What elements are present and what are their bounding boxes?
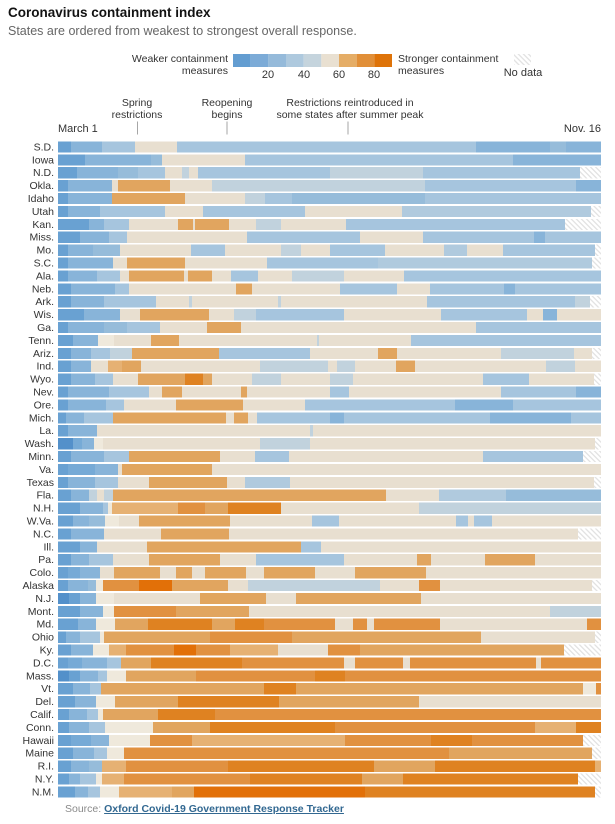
svg-text:Wash.: Wash. xyxy=(25,438,54,450)
svg-text:D.C.: D.C. xyxy=(33,657,54,669)
svg-text:La.: La. xyxy=(39,425,54,437)
svg-text:Va.: Va. xyxy=(39,464,54,476)
svg-text:Utah: Utah xyxy=(32,206,54,218)
svg-text:Del.: Del. xyxy=(35,696,54,708)
svg-text:Mich.: Mich. xyxy=(29,412,54,424)
svg-text:Pa.: Pa. xyxy=(38,554,54,566)
svg-text:Ala.: Ala. xyxy=(36,270,54,282)
svg-text:Ga.: Ga. xyxy=(37,322,54,334)
svg-text:Fla.: Fla. xyxy=(36,490,54,502)
svg-text:Wyo.: Wyo. xyxy=(30,374,54,386)
svg-text:Okla.: Okla. xyxy=(29,180,54,192)
svg-text:Neb.: Neb. xyxy=(32,283,54,295)
svg-text:Alaska: Alaska xyxy=(22,580,54,592)
svg-text:N.H.: N.H. xyxy=(33,503,54,515)
svg-text:Colo.: Colo. xyxy=(29,567,54,579)
svg-text:Calif.: Calif. xyxy=(30,709,54,721)
svg-text:N.J.: N.J. xyxy=(35,593,54,605)
svg-text:Texas: Texas xyxy=(27,477,54,489)
svg-text:Ark.: Ark. xyxy=(35,296,54,308)
svg-text:Mont.: Mont. xyxy=(28,606,54,618)
svg-text:Hawaii: Hawaii xyxy=(22,735,54,747)
svg-text:Ind.: Ind. xyxy=(36,361,54,373)
svg-text:S.C.: S.C. xyxy=(34,258,54,270)
svg-text:Minn.: Minn. xyxy=(28,451,54,463)
svg-text:Mo.: Mo. xyxy=(36,245,54,257)
svg-text:Ohio: Ohio xyxy=(32,632,54,644)
svg-text:Ariz.: Ariz. xyxy=(33,348,54,360)
svg-text:Miss.: Miss. xyxy=(30,232,55,244)
svg-text:Iowa: Iowa xyxy=(32,154,54,166)
svg-text:N.Y.: N.Y. xyxy=(35,774,54,786)
svg-text:N.C.: N.C. xyxy=(33,528,54,540)
svg-text:Mass.: Mass. xyxy=(26,670,54,682)
svg-text:Conn.: Conn. xyxy=(26,722,54,734)
svg-text:Ky.: Ky. xyxy=(40,645,54,657)
svg-text:Maine: Maine xyxy=(25,748,54,760)
svg-text:N.M.: N.M. xyxy=(32,786,54,798)
svg-text:Vt.: Vt. xyxy=(41,683,54,695)
svg-text:W.Va.: W.Va. xyxy=(27,516,54,528)
svg-text:Idaho: Idaho xyxy=(28,193,54,205)
svg-text:N.D.: N.D. xyxy=(33,167,54,179)
svg-text:S.D.: S.D. xyxy=(34,141,54,153)
svg-text:Wis.: Wis. xyxy=(34,309,54,321)
svg-text:Tenn.: Tenn. xyxy=(28,335,54,347)
svg-text:Md.: Md. xyxy=(36,619,54,631)
svg-text:Ore.: Ore. xyxy=(34,399,54,411)
svg-text:Nev.: Nev. xyxy=(33,387,54,399)
svg-text:Kan.: Kan. xyxy=(32,219,54,231)
svg-text:R.I.: R.I. xyxy=(38,761,54,773)
svg-text:Ill.: Ill. xyxy=(44,541,55,553)
